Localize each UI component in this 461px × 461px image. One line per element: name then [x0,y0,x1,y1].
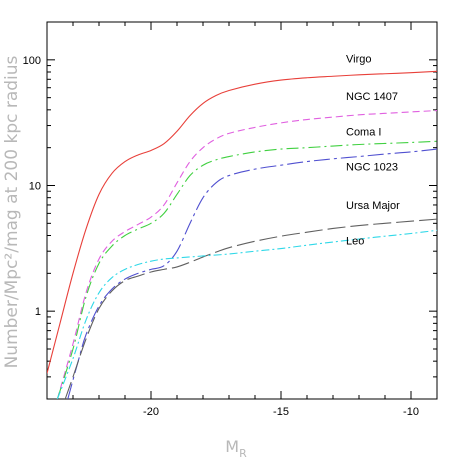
series-label-leo: Leo [346,235,364,247]
series-label-ngc-1407: NGC 1407 [346,91,398,103]
series-label-ursa-major: Ursa Major [346,200,400,212]
series-label-virgo: Virgo [346,54,371,66]
axis-ticks: -20 -15 -10 1 10 100 [23,21,438,418]
plot-frame [46,21,438,400]
series-label-ngc-1023: NGC 1023 [346,161,398,173]
series-labels: Virgo NGC 1407 Coma I NGC 1023 Ursa Major Leo [346,54,400,248]
y-tick-label: 1 [35,306,41,318]
x-tick-label: -15 [273,406,289,418]
series-line-ngc-1023 [67,148,437,399]
y-axis-label: Number/Mpc²/mag at 200 kpc radius [2,55,22,368]
x-tick-label: -20 [143,406,159,418]
series-label-coma-i: Coma I [346,126,381,138]
series-line-coma-i [56,140,437,399]
x-axis-label-sub: R [239,447,247,460]
x-axis-label-main: M [225,437,239,456]
series-line-ursa-major [64,218,437,399]
y-tick-label: 10 [29,180,41,192]
series-line-virgo [47,70,437,374]
series-layer [47,70,437,399]
x-axis-label: MR [225,437,247,460]
series-line-leo [56,229,437,399]
x-tick-label: -10 [403,406,419,418]
y-tick-label: 100 [23,55,41,67]
series-line-ngc-1407 [56,109,437,399]
